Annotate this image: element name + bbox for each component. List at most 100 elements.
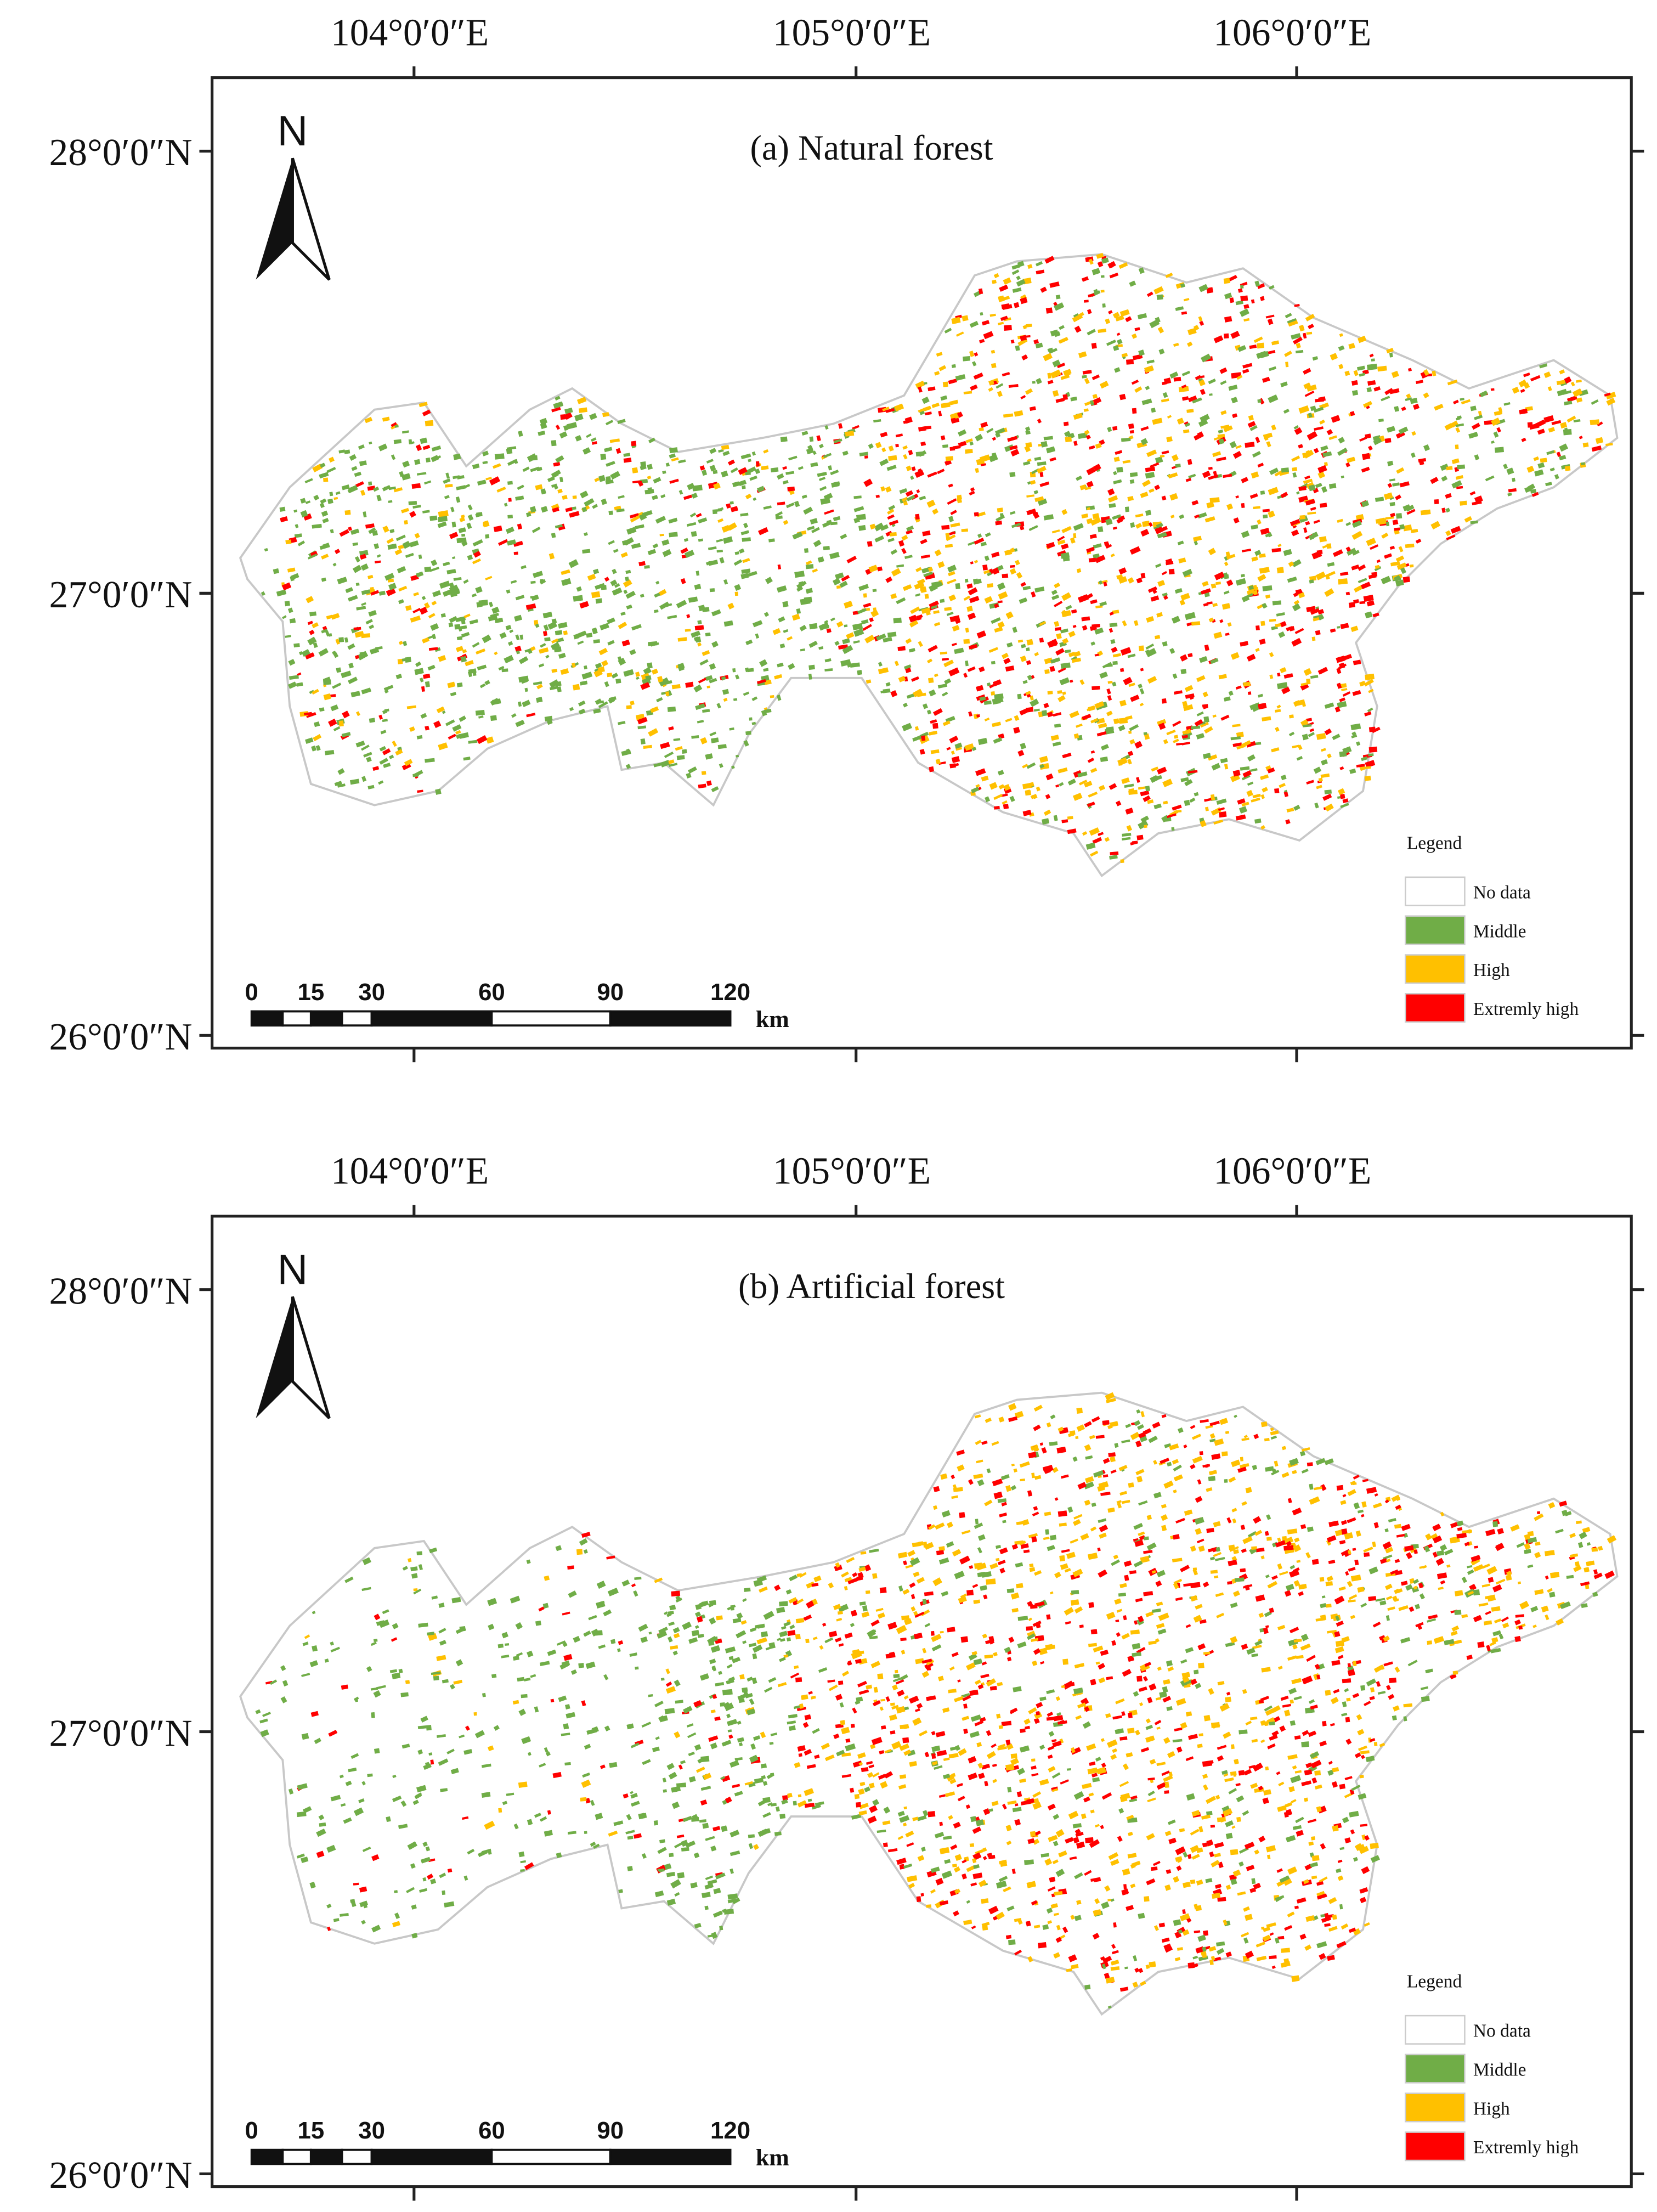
forest-patch [467, 514, 474, 521]
forest-patch [1543, 371, 1551, 379]
forest-patch [323, 693, 331, 701]
forest-patch [1260, 794, 1265, 799]
forest-patch [1184, 799, 1190, 806]
forest-patch [609, 438, 620, 443]
forest-patch [374, 1748, 380, 1754]
forest-patch [920, 1893, 924, 1897]
forest-patch [1406, 393, 1411, 399]
forest-patch [462, 649, 467, 653]
forest-patch [857, 669, 863, 675]
forest-patch [794, 500, 800, 507]
forest-patch [472, 539, 483, 547]
forest-patch [1053, 815, 1058, 821]
forest-patch [282, 615, 287, 619]
forest-patch [878, 667, 889, 674]
forest-patch [285, 539, 292, 545]
forest-patch [717, 744, 727, 749]
forest-patch [477, 479, 487, 486]
forest-patch [1376, 559, 1381, 563]
forest-patch [1050, 657, 1061, 664]
forest-patch [461, 631, 470, 638]
forest-patch [997, 582, 1006, 590]
forest-patch [517, 523, 523, 530]
forest-patch [1060, 628, 1068, 634]
longitude-label: 104°0′0″E [331, 12, 489, 54]
forest-patch [1151, 408, 1156, 413]
forest-patch [1259, 553, 1266, 558]
forest-patch [1027, 481, 1031, 485]
forest-patch [1130, 695, 1140, 702]
forest-patch [1320, 773, 1330, 778]
forest-patch [460, 625, 467, 630]
forest-patch [1053, 712, 1062, 717]
forest-patch [419, 402, 428, 408]
forest-patch [1455, 444, 1459, 449]
forest-patch [1260, 774, 1269, 780]
forest-patch [1204, 644, 1209, 651]
forest-patch [869, 523, 876, 530]
forest-patch [765, 577, 773, 584]
forest-patch [764, 612, 770, 617]
forest-patch [1283, 791, 1289, 797]
forest-patch [838, 1680, 844, 1685]
forest-patch [806, 448, 814, 455]
forest-patch [1122, 620, 1127, 627]
forest-patch [431, 559, 438, 567]
forest-patch [1419, 461, 1424, 466]
forest-patch [1026, 494, 1035, 498]
forest-patch [1088, 1602, 1095, 1609]
forest-patch [743, 691, 750, 696]
forest-patch [590, 437, 597, 442]
forest-patch [472, 642, 480, 648]
forest-patch [965, 449, 973, 454]
forest-patch [1258, 702, 1267, 710]
forest-patch [1125, 316, 1132, 323]
forest-patch [996, 515, 1005, 522]
forest-patch [591, 627, 598, 635]
forest-patch [850, 662, 860, 668]
forest-patch [560, 668, 569, 675]
forest-patch [1294, 303, 1300, 307]
forest-patch [974, 352, 979, 357]
forest-patch [1073, 533, 1077, 539]
forest-patch [1381, 575, 1392, 585]
forest-patch [1267, 318, 1274, 325]
forest-patch [1257, 399, 1262, 403]
forest-patch [1157, 580, 1166, 587]
forest-patch [321, 510, 329, 517]
forest-patch [1092, 513, 1100, 520]
forest-patch [864, 634, 875, 644]
forest-patch [1017, 338, 1028, 346]
forest-patch [954, 647, 964, 654]
forest-patch [1257, 342, 1264, 349]
forest-patch [557, 488, 563, 494]
forest-patch [1037, 498, 1048, 506]
forest-patch [1097, 526, 1104, 533]
forest-patch [722, 1689, 733, 1696]
forest-patch [1242, 369, 1249, 374]
forest-patch [1039, 472, 1044, 477]
forest-patch [581, 672, 593, 680]
forest-patch [376, 554, 381, 558]
legend-label: No data [1473, 883, 1531, 903]
forest-patch [1303, 527, 1308, 533]
forest-patch [943, 659, 954, 668]
forest-patch [987, 682, 991, 686]
forest-patch [1061, 526, 1072, 533]
forest-patch [934, 371, 940, 376]
forest-patch [842, 450, 849, 456]
forest-patch [489, 601, 494, 607]
forest-patch [922, 530, 931, 537]
forest-patch [973, 373, 983, 380]
forest-patch [1011, 522, 1021, 528]
forest-patch [1365, 673, 1375, 680]
forest-patch [1059, 677, 1070, 686]
forest-patch [1491, 440, 1495, 444]
forest-patch [1049, 281, 1060, 288]
forest-patch [605, 420, 614, 426]
forest-patch [586, 433, 592, 438]
forest-patch [1368, 753, 1374, 757]
forest-patch [297, 540, 306, 546]
forest-patch [1017, 639, 1023, 643]
forest-patch [515, 719, 525, 727]
